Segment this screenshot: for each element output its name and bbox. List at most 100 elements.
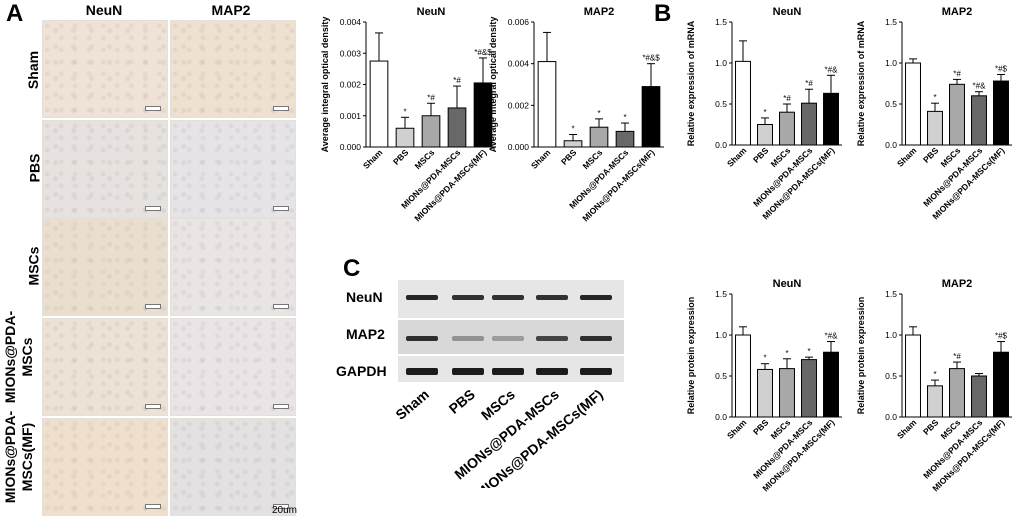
chart-c-map2: MAP2 Relative protein expression 0.0 0.5 1.0… <box>856 278 1012 493</box>
significance-mark: *#$ <box>995 332 1008 341</box>
blot-lane-label: Sham <box>392 386 431 423</box>
scale-bar-label: 20um <box>272 505 298 516</box>
y-tick-label: 0.004 <box>340 17 362 27</box>
bar <box>641 86 661 148</box>
bar <box>823 351 839 418</box>
bar <box>757 124 773 146</box>
significance-mark: *#&$ <box>474 48 492 57</box>
bar <box>589 126 609 148</box>
x-tick-label: MSCs <box>413 147 437 171</box>
significance-mark: *#$ <box>995 64 1008 73</box>
scale-bar <box>273 504 289 509</box>
blot-band <box>580 368 612 375</box>
blot-band <box>452 336 484 341</box>
significance-mark: *# <box>783 94 791 103</box>
scale-bar <box>273 404 289 409</box>
blot-label-gapdh: GAPDH <box>336 363 387 379</box>
bar <box>927 110 943 146</box>
y-tick-label: 1.0 <box>715 330 727 340</box>
bar <box>395 127 415 148</box>
col-header-neun: NeuN <box>85 2 123 18</box>
scale-bar <box>145 106 161 111</box>
x-tick-label: Sham <box>725 145 749 169</box>
bar <box>447 107 467 148</box>
y-tick-label: 0.004 <box>508 59 530 69</box>
row-label-mscs: MSCs <box>25 246 42 286</box>
significance-mark: *# <box>953 352 961 361</box>
bar <box>421 115 441 148</box>
y-tick-label: 0.006 <box>508 17 530 27</box>
y-tick-label: 0.0 <box>715 412 727 422</box>
histology-tile <box>42 120 168 218</box>
bar <box>779 111 795 146</box>
y-tick-label: 1.0 <box>885 58 897 68</box>
y-axis-label: Average integral optical density <box>488 17 498 153</box>
bar <box>971 95 987 146</box>
x-tick-label: PBS <box>559 147 579 167</box>
x-tick-label: Sham <box>895 145 919 169</box>
blot-band <box>580 295 612 300</box>
blot-band <box>536 295 568 300</box>
western-blot-figure: Sham PBS MSCsMIONs@PDA-MSCsMIONs@PDA-MSCs(… <box>392 280 624 488</box>
y-tick-label: 0.5 <box>885 99 897 109</box>
bar <box>779 368 795 418</box>
panel-c-letter: C <box>343 255 361 282</box>
panel-a-letter: A <box>6 0 24 27</box>
chart-c-neun: NeuN Relative protein expression 0.0 0.5 1.0… <box>686 278 842 493</box>
y-tick-label: 0.000 <box>508 142 530 152</box>
chart-b-neun: NeuN Relative expression of mRNA 0.0 0.5 1.0… <box>686 6 842 221</box>
x-tick-label: MSCs <box>581 147 605 171</box>
blot-band <box>492 295 524 300</box>
significance-mark: * <box>763 354 766 363</box>
blot-label-neun: NeuN <box>346 289 383 305</box>
blot-band <box>492 368 524 375</box>
histology-tile <box>170 218 296 316</box>
row-label-sham: Sham <box>25 50 42 90</box>
y-tick-label: 0.5 <box>715 371 727 381</box>
chart-title: MAP2 <box>942 6 973 18</box>
panel-b-letter: B <box>654 0 672 27</box>
significance-mark: * <box>597 109 600 118</box>
scale-bar <box>145 504 161 509</box>
significance-mark: *#&$ <box>642 54 660 63</box>
blot-band <box>406 336 438 341</box>
blot-band <box>580 336 612 341</box>
scale-bar <box>273 106 289 111</box>
bar <box>735 60 751 146</box>
y-axis-label: Relative protein expression <box>856 297 866 415</box>
y-tick-label: 0.002 <box>508 100 530 110</box>
y-tick-label: 1.5 <box>715 17 727 27</box>
bar <box>757 368 773 418</box>
scale-bar <box>273 304 289 309</box>
y-tick-label: 1.5 <box>715 289 727 299</box>
bar <box>735 334 751 418</box>
chart-title: MAP2 <box>942 278 973 290</box>
y-tick-label: 0.5 <box>715 99 727 109</box>
significance-mark: * <box>571 125 574 134</box>
significance-mark: *# <box>805 79 813 88</box>
histology-tile <box>170 418 296 516</box>
y-tick-label: 1.5 <box>885 17 897 27</box>
x-tick-label: Sham <box>529 147 553 171</box>
row-label-pbs: PBS <box>26 153 43 183</box>
bar <box>615 130 635 148</box>
x-tick-label: Sham <box>361 147 385 171</box>
y-tick-label: 0.5 <box>885 371 897 381</box>
blot-lane-label: PBS <box>446 386 478 417</box>
bar <box>971 375 987 418</box>
x-tick-label: Sham <box>895 417 919 441</box>
bar <box>563 140 583 148</box>
blot-band <box>406 368 438 375</box>
significance-mark: * <box>763 108 766 117</box>
bar <box>905 62 921 146</box>
chart-title: NeuN <box>773 6 802 18</box>
y-tick-label: 1.0 <box>715 58 727 68</box>
significance-mark: * <box>785 349 788 358</box>
scale-bar <box>145 206 161 211</box>
significance-mark: *# <box>953 69 961 78</box>
chart-b-map2: MAP2 Relative expression of mRNA 0.0 0.5 1.0… <box>856 6 1012 221</box>
x-tick-label: Sham <box>725 417 749 441</box>
col-header-map2: MAP2 <box>211 2 251 18</box>
blot-label-map2: MAP2 <box>346 326 385 342</box>
y-tick-label: 0.002 <box>340 80 362 90</box>
